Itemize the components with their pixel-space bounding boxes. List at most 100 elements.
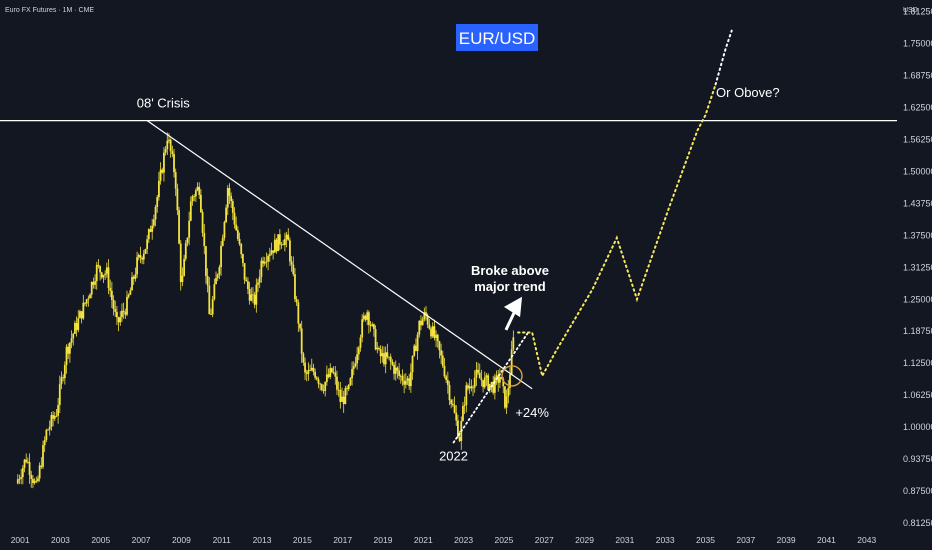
candle-body xyxy=(488,384,491,390)
candle-body xyxy=(225,207,227,223)
descending-trendline xyxy=(146,120,533,390)
x-tick-label: 2037 xyxy=(736,535,755,545)
candle-body xyxy=(161,169,164,173)
candle-body xyxy=(457,420,459,438)
candle-body xyxy=(52,415,54,419)
candle-body xyxy=(354,363,357,367)
candle-body xyxy=(89,294,91,299)
x-tick-label: 2029 xyxy=(575,535,594,545)
time-axis[interactable] xyxy=(0,532,897,550)
candle-body xyxy=(38,465,41,479)
candle-body xyxy=(322,389,325,391)
y-tick-label: 1.37500 xyxy=(903,230,932,240)
candle-body xyxy=(134,274,137,279)
candle-body xyxy=(300,328,303,354)
candle-body xyxy=(351,368,353,379)
candle-body xyxy=(102,274,105,278)
candle-body xyxy=(364,315,367,320)
candle-body xyxy=(451,403,454,406)
candle-body xyxy=(331,368,333,373)
candle-body xyxy=(280,244,283,246)
candle-body xyxy=(119,317,122,323)
candle-body xyxy=(67,346,70,354)
candle-body xyxy=(203,232,206,247)
candle-body xyxy=(50,415,53,427)
candle-body xyxy=(149,229,152,232)
candle-body xyxy=(416,334,419,352)
candle-body xyxy=(267,256,269,262)
candle-body xyxy=(495,375,498,378)
candle-body xyxy=(188,220,191,238)
candle-body xyxy=(55,415,58,417)
candle-body xyxy=(158,180,160,198)
candle-body xyxy=(499,377,501,383)
candle-body xyxy=(228,188,231,196)
candle-body xyxy=(57,405,60,416)
candle-body xyxy=(339,390,342,402)
candle-body xyxy=(324,381,327,391)
candle-body xyxy=(210,314,212,316)
candle-body xyxy=(151,225,154,232)
candle-body xyxy=(334,372,337,377)
candlestick-series xyxy=(16,132,515,489)
candle-body xyxy=(507,388,510,397)
y-tick-label: 1.06250 xyxy=(903,390,932,400)
candle-body xyxy=(107,267,110,289)
candle-body xyxy=(478,372,481,379)
x-tick-label: 2021 xyxy=(414,535,433,545)
candle-body xyxy=(16,479,19,484)
candle-body xyxy=(426,315,429,325)
x-tick-label: 2039 xyxy=(777,535,796,545)
y-tick-label: 1.50000 xyxy=(903,166,932,176)
candle-body xyxy=(290,261,293,265)
candle-body xyxy=(512,337,515,350)
x-tick-label: 2025 xyxy=(494,535,513,545)
title-badge: EUR/USD xyxy=(456,24,538,51)
candle-body xyxy=(142,253,145,260)
candle-body xyxy=(194,190,197,197)
candle-body xyxy=(146,239,149,249)
candle-body xyxy=(109,288,112,291)
candle-body xyxy=(504,386,506,408)
candle-body xyxy=(63,365,66,379)
candle-body xyxy=(441,355,444,366)
x-tick-label: 2003 xyxy=(51,535,70,545)
candle-body xyxy=(18,478,21,480)
candle-body xyxy=(480,378,483,381)
candle-body xyxy=(79,311,81,319)
candle-body xyxy=(114,309,117,312)
candle-body xyxy=(65,346,68,366)
candle-body xyxy=(127,294,130,297)
candle-body xyxy=(384,352,387,365)
candle-body xyxy=(423,312,426,320)
candle-body xyxy=(453,405,456,413)
candle-body xyxy=(369,324,372,326)
candle-body xyxy=(366,312,369,320)
candle-body xyxy=(389,356,392,362)
candle-body xyxy=(85,299,88,304)
annotation-label: Broke above xyxy=(471,263,549,278)
candle-body xyxy=(208,285,211,315)
projection-path-yellow xyxy=(517,83,717,379)
candle-body xyxy=(181,275,184,283)
price-axis[interactable] xyxy=(897,0,932,550)
candle-body xyxy=(183,258,186,276)
candle-body xyxy=(329,368,332,377)
candle-body xyxy=(406,378,409,381)
candle-body xyxy=(371,324,374,326)
candle-body xyxy=(277,234,280,252)
candle-body xyxy=(112,299,115,310)
candle-body xyxy=(205,246,207,277)
x-tick-label: 2013 xyxy=(253,535,272,545)
candle-body xyxy=(295,299,298,303)
candle-body xyxy=(443,365,446,377)
candle-body xyxy=(378,347,380,350)
x-tick-label: 2035 xyxy=(696,535,715,545)
candle-body xyxy=(472,387,474,389)
candle-body xyxy=(493,377,496,393)
candle-body xyxy=(332,372,335,373)
candle-body xyxy=(431,326,434,337)
candle-body xyxy=(179,243,182,283)
